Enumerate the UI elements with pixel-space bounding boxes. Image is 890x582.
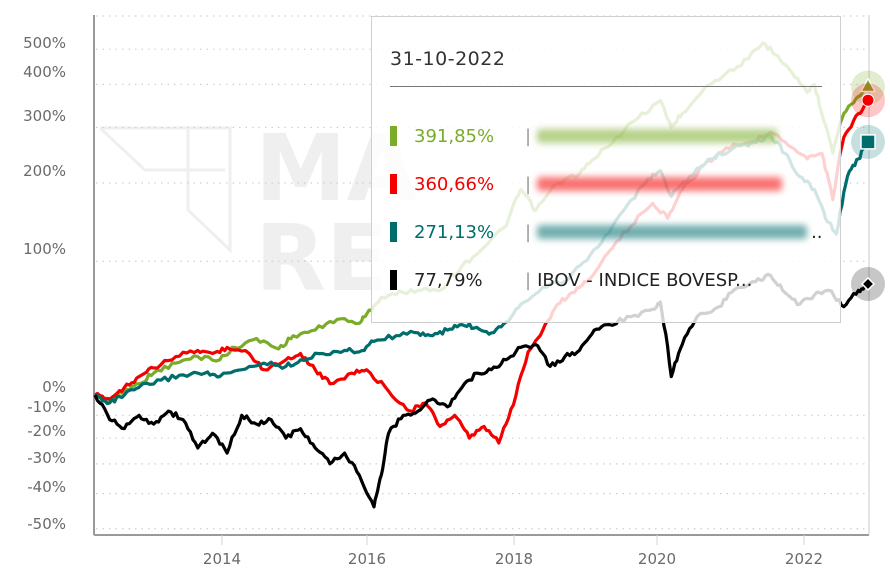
- y-axis-label: 300%: [23, 107, 66, 125]
- tooltip-series-name: XXXXXXXX XXXXXXX XX XXX: [537, 129, 778, 143]
- x-axis-label: 2020: [637, 550, 677, 568]
- tooltip-separator: |: [525, 125, 532, 147]
- x-axis-label: 2016: [347, 550, 387, 568]
- tooltip-separator: |: [525, 221, 532, 243]
- x-axis-label: 2022: [784, 550, 824, 568]
- x-axis-label: 2018: [494, 550, 534, 568]
- tooltip-series-name: XXXXXXXX XXXXXXX XX XXX: [537, 225, 808, 239]
- y-axis-label: -20%: [27, 422, 66, 440]
- chart-tooltip: 31-10-2022 391,85% | XXXXXXXX XXXXXXX XX X…: [371, 16, 841, 323]
- x-ticks: [221, 535, 805, 545]
- y-axis-label: -40%: [27, 478, 66, 496]
- tooltip-value: 77,79%: [414, 269, 483, 291]
- y-axis-label: -50%: [27, 515, 66, 533]
- y-axis-label: 0%: [42, 378, 66, 396]
- tooltip-value: 360,66%: [414, 173, 495, 195]
- tooltip-row: 271,13% | XXXXXXXX XXXXXXX XX XXX..: [390, 219, 823, 245]
- x-axis-label: 2014: [202, 550, 242, 568]
- y-axis-label: -10%: [27, 398, 66, 416]
- tooltip-series-name: XXXXXXXX XXXXXXX XX XXX: [537, 177, 783, 191]
- svg-text:RE: RE: [255, 205, 389, 312]
- tooltip-value: 271,13%: [414, 221, 495, 243]
- tooltip-date: 31-10-2022: [390, 48, 506, 70]
- y-axis-label: 400%: [23, 63, 66, 81]
- tooltip-separator: |: [525, 173, 532, 195]
- y-axis-label: 500%: [23, 34, 66, 52]
- y-axis-label: 200%: [23, 162, 66, 180]
- tooltip-row: 360,66% | XXXXXXXX XXXXXXX XX XXX: [390, 171, 783, 197]
- series-swatch: [390, 174, 397, 194]
- circle-marker-icon: [861, 93, 875, 107]
- series-swatch: [390, 126, 397, 146]
- tooltip-row: 391,85% | XXXXXXXX XXXXXXX XX XXX: [390, 123, 778, 149]
- series-end-markers: [851, 70, 885, 301]
- y-axis-label: 100%: [23, 240, 66, 258]
- series-swatch: [390, 270, 397, 290]
- square-marker-icon: [860, 134, 876, 150]
- tooltip-series-name: IBOV - INDICE BOVESP...: [537, 269, 753, 291]
- tooltip-ellipsis: ..: [811, 221, 823, 243]
- tooltip-value: 391,85%: [414, 125, 495, 147]
- triangle-marker-icon: [859, 76, 877, 93]
- diamond-marker-icon: [860, 276, 876, 292]
- y-axis-label: -30%: [27, 449, 66, 467]
- series-swatch: [390, 222, 397, 242]
- tooltip-divider: [390, 86, 822, 87]
- tooltip-separator: |: [525, 269, 532, 291]
- tooltip-row: 77,79% | IBOV - INDICE BOVESP...: [390, 267, 752, 293]
